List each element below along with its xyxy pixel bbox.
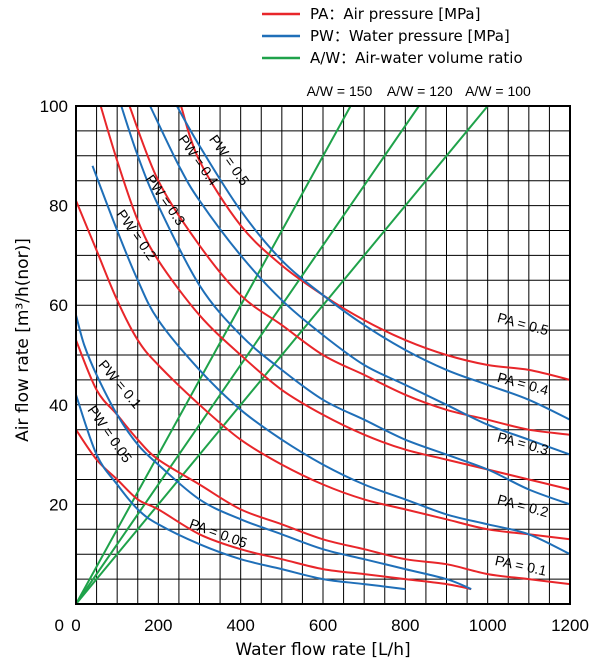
series-a-w-150 xyxy=(75,105,352,605)
grid xyxy=(76,106,570,604)
y-tick-label: 40 xyxy=(49,396,68,415)
plot-frame xyxy=(75,105,571,605)
y-axis-title: Air flow rate [m³/h(nor)] xyxy=(13,238,33,442)
label-pa-0-3: PA = 0.3 xyxy=(496,429,551,458)
series-pa-0-2 xyxy=(75,200,571,541)
series-pw-0-4 xyxy=(149,105,571,456)
x-tick-label: 600 xyxy=(309,616,337,635)
aw-ratio-labels: A/W = 150 A/W = 120 A/W = 100 xyxy=(307,83,531,99)
series-pa-0-4 xyxy=(128,105,571,436)
x-tick-label: 200 xyxy=(144,616,172,635)
series-pw-0-05 xyxy=(75,394,406,591)
series-a-w-120 xyxy=(75,105,420,605)
series-pa-0-5 xyxy=(180,105,571,381)
series-a-w-100 xyxy=(75,105,489,605)
tick-labels: 0 200 400 600 800 1000 1200 0 20 40 60 80 100 xyxy=(40,97,589,635)
y-tick-label: 20 xyxy=(49,495,68,514)
label-pa-0-1: PA = 0.1 xyxy=(494,552,549,579)
label-a-w-100: A/W = 100 xyxy=(465,83,531,99)
label-pa-0-5: PA = 0.5 xyxy=(496,309,551,338)
label-pw-0-2: PW = 0.2 xyxy=(114,206,160,263)
series-pw-0-5 xyxy=(176,105,571,421)
air-water-ratio-lines xyxy=(75,105,489,605)
series-pw-0-2 xyxy=(91,165,571,556)
legend-label: PA：Air pressure [MPa] xyxy=(310,5,480,23)
x-tick-label: 1200 xyxy=(551,616,589,635)
water-pressure-curves xyxy=(75,105,571,591)
origin-tick-label: 0 xyxy=(55,616,64,635)
x-axis-title: Water flow rate [L/h] xyxy=(235,640,410,660)
series-pa-0-1 xyxy=(75,339,571,586)
x-tick-label: 800 xyxy=(391,616,419,635)
label-a-w-120: A/W = 120 xyxy=(387,83,453,99)
y-tick-label: 60 xyxy=(49,296,68,315)
label-pw-0-05: PW = 0.05 xyxy=(85,402,136,465)
legend: PA：Air pressure [MPa] PW：Water pressure [… xyxy=(262,5,523,67)
x-tick-label: 0 xyxy=(71,616,80,635)
legend-label: PW：Water pressure [MPa] xyxy=(310,27,510,45)
series-pa-0-05 xyxy=(75,429,472,591)
series-pw-0-1 xyxy=(75,314,472,591)
air-pressure-curves xyxy=(75,105,571,591)
label-a-w-150: A/W = 150 xyxy=(307,83,373,99)
series-pw-0-3 xyxy=(120,105,571,506)
legend-label: A/W：Air-water volume ratio xyxy=(310,49,523,67)
plot-border xyxy=(75,105,571,605)
y-tick-label: 100 xyxy=(40,97,68,116)
x-tick-label: 400 xyxy=(226,616,254,635)
x-tick-label: 1000 xyxy=(469,616,507,635)
y-tick-label: 80 xyxy=(49,197,68,216)
